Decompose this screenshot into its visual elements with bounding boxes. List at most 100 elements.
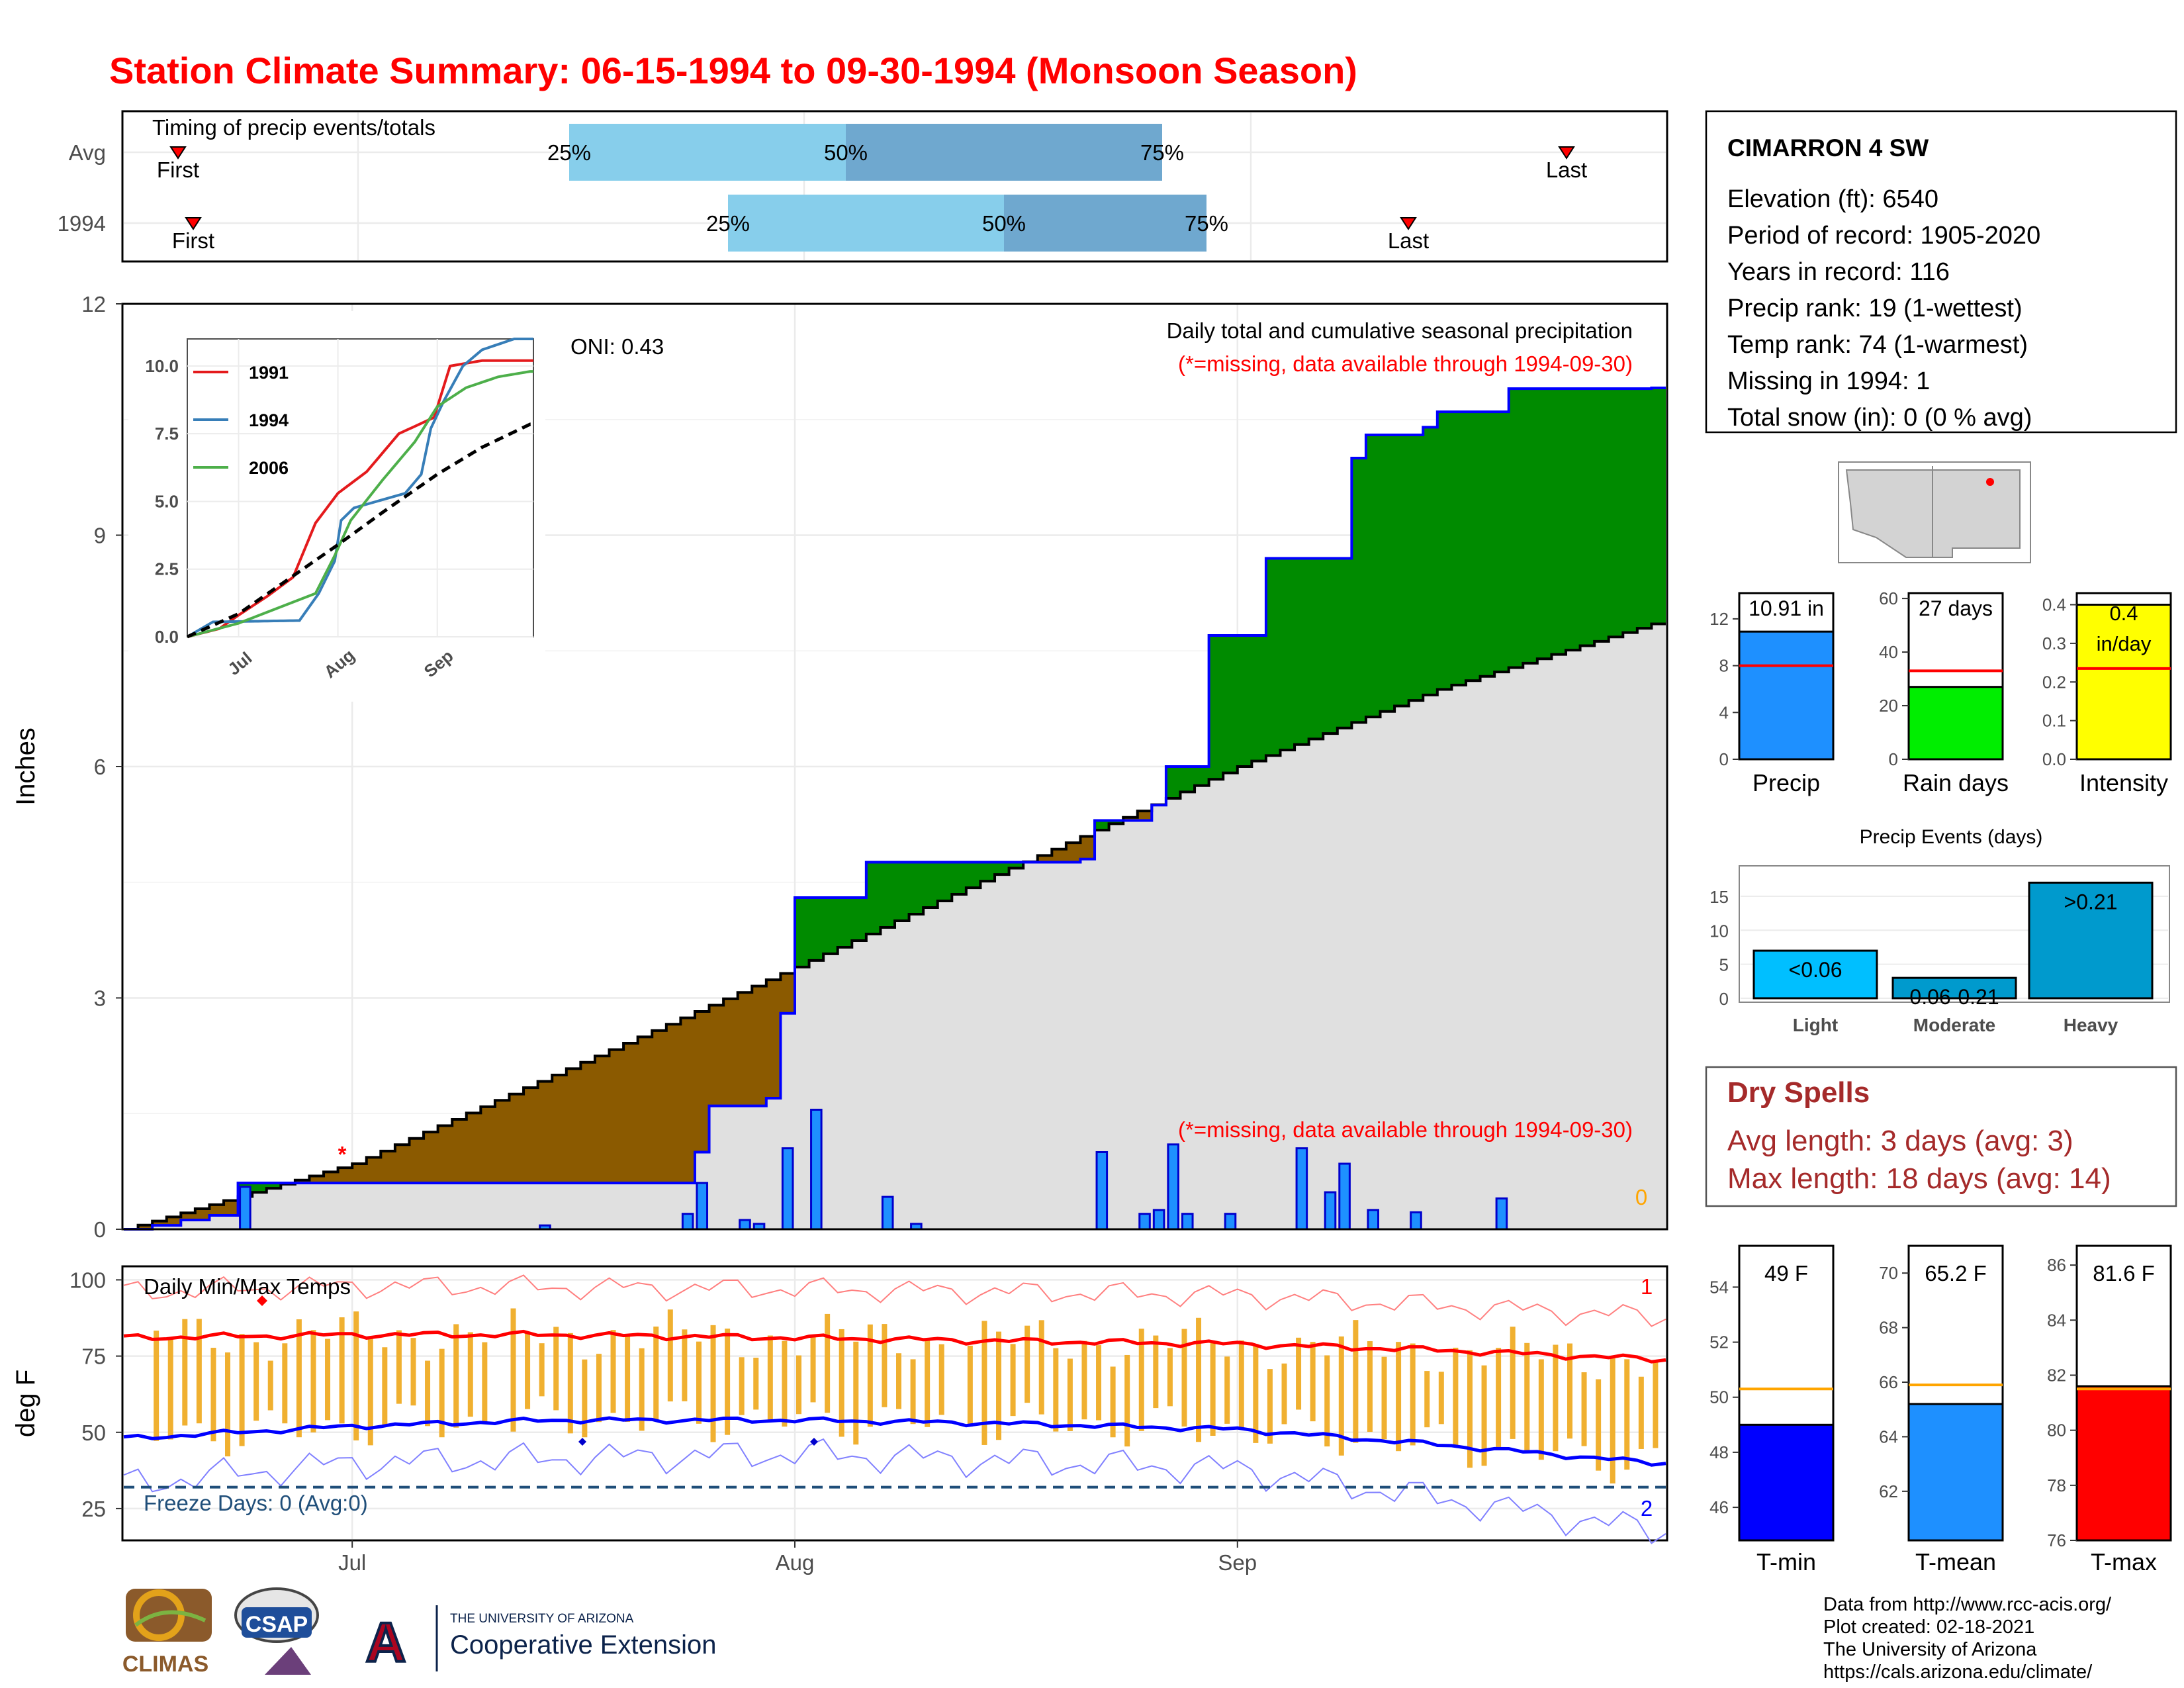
timing-avg-75-label: 75% <box>1140 140 1184 165</box>
events-category-moderate: Moderate <box>1913 1015 1995 1035</box>
temp-bar-17 <box>367 1338 373 1446</box>
temp-summary-t-min-tick-2: 50 <box>1709 1387 1729 1407</box>
credit-university: The University of Arizona <box>1823 1639 2037 1660</box>
record-low-marker-1 <box>578 1438 586 1446</box>
ua-small-text: THE UNIVERSITY OF ARIZONA <box>450 1612 634 1626</box>
record-high-count: 1 <box>1641 1274 1653 1299</box>
temp-bar-77 <box>1224 1356 1230 1424</box>
temp-bar-20 <box>410 1338 416 1406</box>
station-period: Period of record: 1905-2020 <box>1727 222 2040 250</box>
precip-y-ticks: 0 3 6 9 12 <box>81 292 122 1242</box>
temp-bar-107 <box>1653 1362 1659 1448</box>
temp-bar-49 <box>825 1313 831 1413</box>
temp-summary-t-max-bar <box>2075 1385 2172 1542</box>
events-tick-0: 0 <box>1719 989 1729 1009</box>
temp-y-tick-3: 100 <box>69 1268 106 1292</box>
temp-summary-t-max-tick-5: 86 <box>2047 1255 2066 1275</box>
temp-bar-105 <box>1624 1359 1630 1470</box>
temp-bar-28 <box>525 1332 531 1409</box>
temp-bar-38 <box>667 1309 673 1402</box>
timing-panel: Timing of precip events/totals Avg 1994 … <box>58 110 1668 263</box>
timing-row-1994-label: 1994 <box>58 211 106 236</box>
summary-precip-label: Precip <box>1752 769 1820 796</box>
summary-precip-tick-0: 0 <box>1719 749 1729 769</box>
temp-bar-91 <box>1424 1371 1430 1428</box>
inset-series-lines <box>186 338 533 639</box>
station-precip-rank: Precip rank: 19 (1-wettest) <box>1727 295 2023 322</box>
climas-logo-sun <box>133 1589 185 1641</box>
temp-bar-83 <box>1310 1342 1316 1422</box>
events-category-light: Light <box>1793 1015 1838 1035</box>
events-category-heavy: Heavy <box>2064 1015 2118 1035</box>
precip-y-tick-1: 3 <box>94 986 106 1011</box>
summary-intensity-tick-3: 0.3 <box>2042 633 2066 653</box>
temp-bar-27 <box>510 1308 516 1432</box>
timing-avg-first-marker <box>169 146 187 160</box>
temp-bar-71 <box>1138 1329 1144 1431</box>
temp-bar-53 <box>882 1324 887 1407</box>
temp-summary-value-0: 49 F <box>1764 1261 1808 1286</box>
timing-avg-50-75 <box>846 124 1162 181</box>
temp-summary-t-min-tick-0: 46 <box>1709 1497 1729 1517</box>
temp-bar-65 <box>1053 1348 1059 1432</box>
temp-bar-59 <box>967 1345 973 1427</box>
locator-map <box>1838 461 2031 563</box>
temp-bar-40 <box>696 1341 702 1424</box>
precip-y-axis-label: Inches <box>11 727 40 806</box>
climas-logo: CLIMAS <box>122 1589 212 1677</box>
events-bar-heavy <box>2028 881 2154 1000</box>
temp-bar-74 <box>1181 1329 1187 1427</box>
daily-precip-bar-19 <box>1367 1209 1380 1231</box>
inset-y-tick-3: 7.5 <box>155 424 179 444</box>
temp-bar-98 <box>1524 1342 1530 1450</box>
freeze-days-label: Freeze Days: 0 (Avg:0) <box>144 1491 368 1515</box>
temp-bar-63 <box>1024 1325 1030 1403</box>
inset-legend-label-1994: 1994 <box>249 410 289 430</box>
events-bar-label-1: 0.06-0.21 <box>1909 985 1999 1009</box>
summary-precip-tick-2: 8 <box>1719 656 1729 676</box>
daily-precip-bar-8 <box>881 1196 894 1231</box>
events-bar-moderate <box>1891 976 2017 1000</box>
daily-precip-bar-14 <box>1181 1213 1194 1231</box>
month-tick-Sep: Sep <box>1218 1550 1257 1575</box>
temp-bar-46 <box>782 1340 788 1427</box>
temp-bar-87 <box>1367 1341 1373 1432</box>
summary-rain-days-tick-1: 20 <box>1879 696 1898 716</box>
temp-summary-t-min-tick-3: 52 <box>1709 1333 1729 1352</box>
temp-bar-96 <box>1496 1348 1502 1447</box>
summary-intensity-value-line1: 0.4 <box>2109 602 2138 625</box>
temp-bar-3 <box>167 1338 173 1440</box>
daily-precip-bar-10 <box>1095 1151 1109 1231</box>
temp-bar-33 <box>596 1354 602 1423</box>
temp-summary-t-max-label: T-max <box>2091 1548 2157 1575</box>
inset-y-tick-0: 0.0 <box>155 627 179 647</box>
temp-bar-13 <box>310 1330 316 1432</box>
temp-bar-25 <box>482 1342 488 1424</box>
record-high-marker <box>257 1295 267 1306</box>
temperature-summary-charts: 46 48 50 52 54 T-min 49 F 62 64 66 68 70 T-mean 65.2 … <box>1709 1244 2172 1575</box>
temp-summary-t-min-bar <box>1738 1423 1835 1542</box>
temperature-y-axis-label: deg F <box>11 1370 40 1437</box>
dry-spells-frame <box>1705 1066 2177 1207</box>
temp-summary-t-mean-tick-3: 68 <box>1879 1318 1898 1338</box>
timing-1994-last-label: Last <box>1388 228 1429 253</box>
daily-precip-bar-7 <box>810 1108 823 1231</box>
precip-y-tick-0: 0 <box>94 1217 106 1242</box>
cumulative-average-line <box>124 622 1666 1231</box>
daily-precip-bar-2 <box>681 1213 694 1231</box>
summary-intensity-bar <box>2075 604 2172 761</box>
temp-bar-75 <box>1196 1317 1202 1442</box>
temp-bar-60 <box>981 1321 987 1445</box>
timing-avg-last-label: Last <box>1546 158 1587 182</box>
temp-bar-93 <box>1453 1347 1459 1446</box>
temp-bar-30 <box>553 1327 559 1411</box>
temp-bar-24 <box>467 1332 473 1417</box>
temp-bar-61 <box>996 1331 1002 1440</box>
temp-bar-9 <box>253 1342 259 1421</box>
temp-bar-41 <box>710 1325 716 1442</box>
summary-precip-tick-1: 4 <box>1719 702 1729 722</box>
inset-gridlines <box>187 339 533 637</box>
events-bar-label-0: <0.06 <box>1789 958 1843 982</box>
inset-y-tick-2: 5.0 <box>155 491 179 511</box>
